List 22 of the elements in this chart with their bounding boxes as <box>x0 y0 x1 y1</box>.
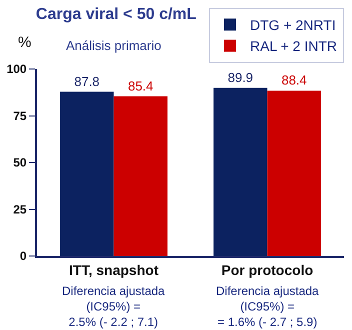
y-tick-label: 25 <box>13 202 27 216</box>
data-label: 85.4 <box>128 78 154 94</box>
chart-subtitle: Análisis primario <box>66 38 162 53</box>
y-tick-label: 75 <box>13 108 27 123</box>
data-label: 88.4 <box>281 72 307 88</box>
y-axis-title: % <box>18 34 32 51</box>
data-label: 87.8 <box>74 74 100 89</box>
bar <box>214 88 268 256</box>
data-label: 89.9 <box>228 70 254 85</box>
legend-label: DTG + 2NRTI <box>250 17 336 34</box>
bar <box>60 92 114 256</box>
chart-title: Carga viral < 50 c/mL <box>36 6 197 24</box>
text: Diferencia ajustada (IC95%) = 2.5% (- 2.2 ; 7.1) <box>62 284 166 330</box>
legend-label: RAL + 2 INTR <box>250 38 338 54</box>
text: Diferencia ajustada (IC95%) = = 1.6% (- 2.7 ; 5.9) <box>216 284 320 330</box>
bar <box>114 96 168 256</box>
x-tick-label: ITT, snapshot <box>69 262 159 278</box>
bar <box>267 90 321 256</box>
y-tick-label: 0 <box>20 249 27 264</box>
y-tick-label: 50 <box>13 156 27 170</box>
y-tick-label: 100 <box>6 62 27 76</box>
x-tick-label: Por protocolo <box>221 262 314 278</box>
